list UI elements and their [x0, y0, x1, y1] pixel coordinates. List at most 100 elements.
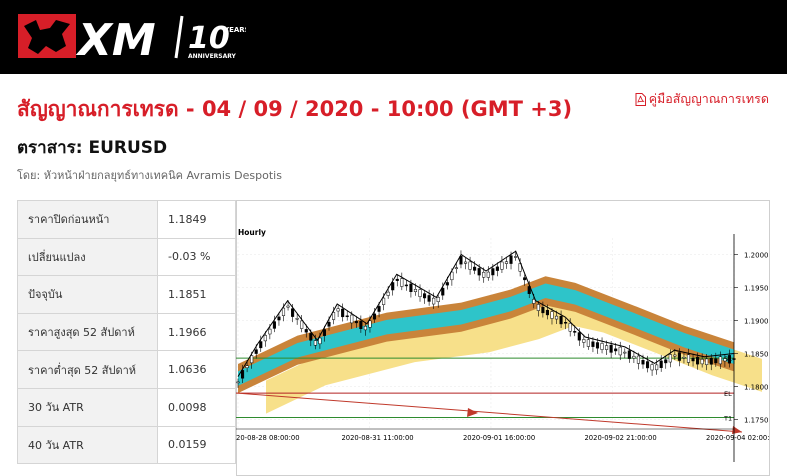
candle-body	[254, 349, 258, 354]
table-row: เปลี่ยนแปลง -0.03 %	[17, 237, 236, 277]
candle-body	[313, 340, 317, 346]
candle-body	[386, 291, 390, 296]
candle-body	[281, 307, 286, 316]
instrument-label: ตราสาร: EURUSD	[17, 138, 168, 158]
candle-body	[582, 339, 586, 343]
candle-body	[632, 355, 636, 359]
candle-body	[291, 308, 295, 317]
candle-body	[272, 321, 276, 329]
trend-midpoint-arrow	[467, 408, 478, 417]
candle-body	[714, 358, 718, 364]
xm-logo[interactable]: XM 10 YEARS ANNIVERSARY	[16, 12, 246, 62]
candle-body	[445, 282, 449, 286]
candle-body	[486, 271, 490, 278]
stat-value: 1.1849	[157, 200, 236, 239]
candle-body	[636, 355, 640, 364]
candle-body	[650, 364, 654, 371]
candle-body	[577, 332, 581, 341]
candle-body	[500, 261, 504, 270]
candlesticks	[236, 250, 736, 388]
table-row: ราคาปิดก่อนหน้า 1.1849	[17, 200, 236, 239]
candle-body	[345, 315, 349, 318]
candle-body	[664, 359, 668, 364]
candle-body	[368, 320, 372, 328]
stat-value: -0.03 %	[157, 237, 236, 277]
candle-body	[327, 321, 331, 327]
candle-body	[241, 370, 245, 379]
candle-body	[727, 355, 731, 364]
level-label-t1: T1	[723, 415, 732, 423]
candle-body	[700, 359, 704, 365]
candle-body	[568, 323, 572, 332]
table-row: 40 วัน ATR 0.0159	[17, 425, 236, 465]
candle-body	[413, 288, 418, 293]
table-row: ปัจจุบัน 1.1851	[17, 275, 236, 314]
candle-body	[372, 313, 377, 320]
candle-body	[723, 358, 727, 362]
candle-body	[318, 337, 322, 345]
candle-body	[391, 282, 395, 291]
trading-signal-guide-link[interactable]: คู่มือสัญญาณการเทรด	[635, 89, 769, 109]
candle-body	[454, 267, 458, 269]
candle-body	[677, 352, 681, 361]
candle-body	[545, 309, 549, 316]
candle-body	[536, 304, 540, 311]
candle-body	[709, 358, 713, 365]
y-tick-label: 1.1850	[744, 351, 769, 359]
candle-body	[696, 356, 700, 365]
stats-table: ราคาปิดก่อนหน้า 1.1849 เปลี่ยนแปลง -0.03…	[17, 200, 236, 465]
candle-body	[359, 321, 363, 329]
candle-body	[523, 277, 527, 281]
inner-band	[238, 283, 734, 386]
candle-body	[482, 271, 486, 278]
candle-body	[718, 356, 722, 365]
candle-body	[504, 261, 509, 264]
candle-body	[400, 278, 404, 287]
zigzag-line	[237, 250, 735, 377]
stat-value: 0.0159	[157, 425, 236, 465]
candle-body	[250, 355, 254, 364]
candle-body	[609, 344, 613, 353]
candle-body	[686, 354, 691, 363]
candle-body	[295, 318, 299, 320]
candle-body	[691, 357, 695, 362]
candle-body	[541, 306, 545, 314]
candle-body	[627, 350, 631, 359]
brand-text: XM	[75, 15, 156, 62]
candle-body	[514, 256, 518, 258]
candle-body	[300, 320, 304, 329]
candle-body	[409, 283, 413, 292]
anniversary-caption: ANNIVERSARY	[188, 53, 237, 60]
candle-body	[605, 345, 609, 350]
level-label-el: EL	[724, 390, 732, 398]
y-tick-label: 1.2000	[744, 252, 769, 260]
table-row: ราคาสูงสุด 52 สัปดาห์ 1.1966	[17, 312, 236, 352]
stat-label: 30 วัน ATR	[17, 387, 158, 427]
candle-body	[641, 360, 645, 365]
candle-body	[559, 316, 563, 325]
stat-label: ราคาสูงสุด 52 สัปดาห์	[17, 312, 158, 352]
guide-link-label[interactable]: คู่มือสัญญาณการเทรด	[648, 91, 769, 106]
candle-body	[395, 278, 399, 281]
candle-body	[532, 299, 536, 304]
candle-body	[263, 335, 267, 342]
candle-body	[550, 311, 554, 319]
candle-body	[336, 308, 340, 312]
ribbon-bands	[238, 276, 762, 414]
candle-body	[491, 268, 495, 276]
x-tick-label: 2020-09-01 16:00:00	[463, 434, 535, 442]
candle-body	[668, 354, 672, 363]
candle-body	[341, 308, 345, 318]
candle-body	[382, 297, 386, 305]
candle-body	[463, 261, 468, 264]
table-row: 30 วัน ATR 0.0098	[17, 387, 236, 427]
candle-body	[441, 287, 445, 296]
candle-body	[436, 297, 440, 303]
candle-body	[286, 305, 290, 308]
candle-body	[518, 263, 522, 272]
y-axis: 1.2000 1.1950 1.1900 1.1850 1.1800 1.1750	[733, 234, 769, 462]
stat-label: เปลี่ยนแปลง	[17, 237, 158, 277]
x-axis: 20-08-28 08:00:00 2020-08-31 11:00:00 2020…	[236, 428, 770, 442]
stat-value: 1.1851	[157, 275, 236, 314]
